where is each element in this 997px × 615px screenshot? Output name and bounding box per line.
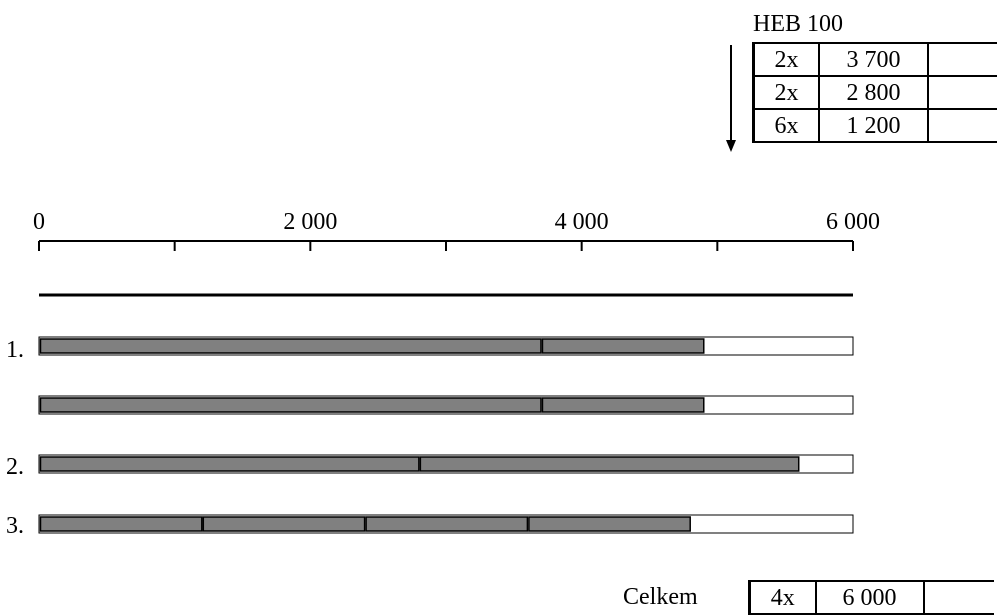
cut-piece (420, 457, 798, 471)
cut-piece (529, 517, 690, 531)
tick-label: 2 000 (283, 208, 337, 236)
total-table: 4x 6 000 (748, 580, 994, 615)
cut-piece (41, 457, 419, 471)
tick-label: 6 000 (826, 208, 880, 236)
down-arrow-icon (726, 45, 736, 152)
cut-piece (203, 517, 364, 531)
stock-bars (39, 337, 853, 533)
cut-piece (41, 517, 202, 531)
total-qty: 4x (750, 581, 816, 614)
cut-piece (542, 339, 703, 353)
cut-piece (41, 339, 541, 353)
bar-label: 2. (6, 453, 24, 481)
cut-piece (366, 517, 527, 531)
bar-label: 3. (6, 512, 24, 540)
scale-axis (39, 241, 853, 251)
total-empty-cell (924, 581, 994, 614)
cut-piece (542, 398, 703, 412)
total-row: 4x 6 000 (750, 581, 994, 614)
cut-piece (41, 398, 541, 412)
bar-label: 1. (6, 336, 24, 364)
total-length: 6 000 (816, 581, 924, 614)
tick-label: 0 (33, 208, 45, 236)
tick-label: 4 000 (555, 208, 609, 236)
total-label: Celkem (623, 583, 698, 611)
